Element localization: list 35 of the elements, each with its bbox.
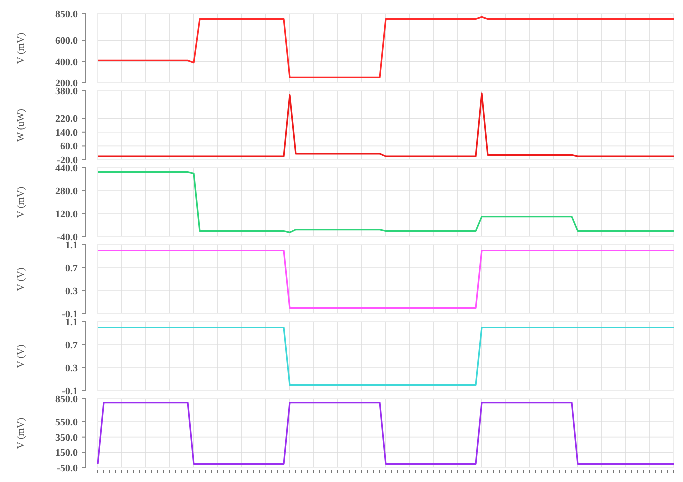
y-tick-label: -20.0 [57,156,78,166]
y-tick-label: 150.0 [56,448,78,460]
y-axis-title: V (mV) [16,186,27,218]
y-tick-label: 140.0 [56,128,78,139]
line-series [97,172,675,234]
y-tick-label: 0.3 [66,364,78,374]
y-axis-title: V (mV) [16,418,27,450]
y-axis-title: V (mV) [16,32,27,64]
y-tick-label: 0.7 [66,264,78,274]
y-tick-label: 600.0 [56,36,78,48]
y-tick-label: 0.3 [66,286,78,298]
y-tick-label: 1.1 [66,240,78,252]
y-tick-label: 120.0 [56,210,78,220]
y-tick-label: 380.0 [56,86,78,98]
y-tick-label: -0.1 [62,310,78,320]
line-series [97,92,675,158]
y-axis-title: W (uW) [16,109,27,142]
y-tick-label: -0.1 [62,386,78,398]
y-tick-label: 850.0 [56,10,78,20]
y-tick-label: 220.0 [56,114,78,126]
y-tick-label: 1.1 [66,318,78,328]
y-tick-label: 200.0 [56,78,78,90]
y-tick-label: -50.0 [57,464,78,474]
y-tick-label: 0.7 [66,340,78,352]
y-tick-label: 440.0 [56,164,78,174]
y-tick-label: 280.0 [56,186,78,198]
y-tick-label: -40.0 [57,232,78,244]
y-axis-title: V (V) [16,268,27,292]
line-series [97,16,675,78]
y-tick-label: 350.0 [56,432,78,444]
y-axis-title: V (V) [16,344,27,368]
y-tick-label: 850.0 [56,394,78,406]
y-tick-label: 400.0 [56,57,78,68]
y-tick-label: 60.0 [60,142,78,153]
y-tick-label: 550.0 [56,418,78,428]
